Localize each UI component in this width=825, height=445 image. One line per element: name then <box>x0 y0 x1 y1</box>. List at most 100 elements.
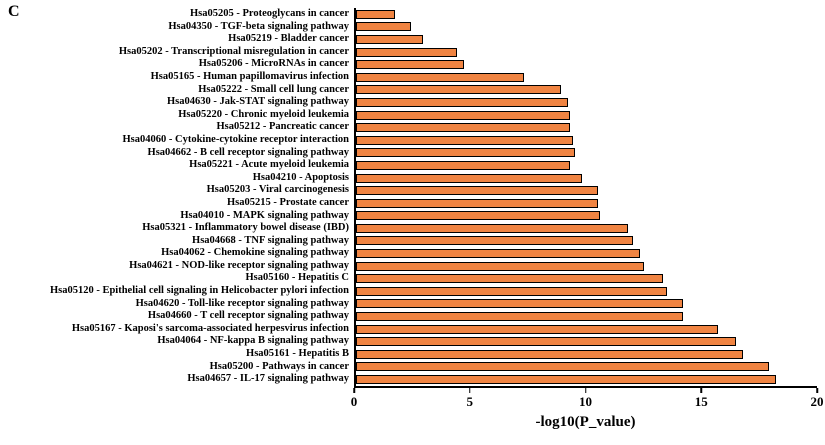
x-axis-ticks: 0 5 10 15 20 <box>350 387 824 410</box>
bar <box>356 9 396 19</box>
bar <box>356 362 769 372</box>
bar-slot <box>356 121 817 134</box>
bar-slot <box>356 84 817 97</box>
x-axis-title: -log10(P_value) <box>535 413 636 430</box>
bar-slot <box>356 46 817 59</box>
bar-slot <box>356 33 817 46</box>
bar <box>356 186 599 196</box>
category-label: Hsa04630 - Jak-STAT signaling pathway <box>166 96 349 108</box>
bar-slot <box>356 348 817 361</box>
category-label: Hsa04621 - NOD-like receptor signaling p… <box>129 259 349 271</box>
category-label: Hsa04662 - B cell receptor signaling pat… <box>147 146 349 158</box>
x-tick-mark <box>353 387 355 393</box>
category-label: Hsa05215 - Prostate cancer <box>227 196 349 208</box>
x-tick-mark <box>469 387 471 393</box>
bar <box>356 375 776 385</box>
category-label: Hsa04062 - Chemokine signaling pathway <box>161 247 349 259</box>
bar-slot <box>356 373 817 386</box>
bar <box>356 286 668 296</box>
category-labels-column: Hsa05205 - Proteoglycans in cancer Hsa043… <box>0 8 354 388</box>
bar-slot <box>356 247 817 260</box>
bar <box>356 223 628 233</box>
category-label: Hsa05167 - Kaposi's sarcoma-associated h… <box>71 322 349 334</box>
bar <box>356 312 684 322</box>
bar <box>356 22 412 32</box>
category-label: Hsa05220 - Chronic myeloid leukemia <box>178 108 349 120</box>
category-label: Hsa04350 - TGF-beta signaling pathway <box>168 20 349 32</box>
bar-slot <box>356 361 817 374</box>
bar-slot <box>356 96 817 109</box>
category-label: Hsa05161 - Hepatitis B <box>246 348 349 360</box>
category-label: Hsa04657 - IL-17 signaling pathway <box>187 373 349 385</box>
plot-area: Hsa05205 - Proteoglycans in cancer Hsa043… <box>0 8 817 388</box>
bar <box>356 211 601 221</box>
bar-slot <box>356 335 817 348</box>
x-tick-label: 0 <box>350 393 358 409</box>
bar <box>356 135 573 145</box>
bar <box>356 123 571 133</box>
bars-column <box>354 8 817 388</box>
category-label: Hsa05222 - Small cell lung cancer <box>198 83 349 95</box>
bar-chart: Hsa05205 - Proteoglycans in cancer Hsa043… <box>0 8 824 431</box>
category-label: Hsa04064 - NF-kappa B signaling pathway <box>157 335 349 347</box>
bar-slot <box>356 71 817 84</box>
bar-slot <box>356 109 817 122</box>
x-tick-mark <box>584 387 587 393</box>
category-label: Hsa04668 - TNF signaling pathway <box>192 234 349 246</box>
bar <box>356 60 465 70</box>
bar-slot <box>356 310 817 323</box>
x-tick-mark <box>816 387 818 393</box>
bar <box>356 110 571 120</box>
x-tick-label: 5 <box>466 393 474 409</box>
category-label: Hsa05202 - Transcriptional misregulation… <box>118 45 349 57</box>
panel-label: C <box>8 3 20 20</box>
bar <box>356 324 718 334</box>
x-axis-label-row: -log10(P_value) <box>0 410 817 431</box>
bar-slot <box>356 298 817 311</box>
category-label: Hsa05212 - Pancreatic cancer <box>216 121 349 133</box>
x-tick-label: 15 <box>694 393 708 409</box>
bar-slot <box>356 147 817 160</box>
category-label: Hsa05120 - Epithelial cell signaling in … <box>49 285 349 297</box>
bar <box>356 97 569 107</box>
bar-slot <box>356 235 817 248</box>
bar <box>356 249 640 259</box>
category-label: Hsa05200 - Pathways in cancer <box>209 360 349 372</box>
bar-slot <box>356 210 817 223</box>
bar <box>356 337 737 347</box>
x-axis: 0 5 10 15 20 <box>0 387 824 410</box>
category-label: Hsa04660 - T cell receptor signaling pat… <box>147 310 349 322</box>
category-label: Hsa04620 - Toll-like receptor signaling … <box>135 297 349 309</box>
bar-slot <box>356 172 817 185</box>
bar <box>356 34 423 44</box>
bar <box>356 85 562 95</box>
category-label: Hsa05160 - Hepatitis C <box>245 272 349 284</box>
x-axis-spacer <box>0 388 354 410</box>
bar-slot <box>356 159 817 172</box>
category-label: Hsa04060 - Cytokine-cytokine receptor in… <box>122 133 350 145</box>
category-label: Hsa05205 - Proteoglycans in cancer <box>189 8 349 19</box>
bar <box>356 148 575 158</box>
bar-slot <box>356 260 817 273</box>
bar-slot <box>356 134 817 147</box>
bar <box>356 299 684 309</box>
bar <box>356 173 582 183</box>
category-label: Hsa05321 - Inflammatory bowel disease (I… <box>142 222 349 234</box>
bar-slot <box>356 285 817 298</box>
bar-slot <box>356 8 817 21</box>
bar <box>356 198 599 208</box>
bar <box>356 160 571 170</box>
bar-slot <box>356 184 817 197</box>
bar <box>356 47 458 57</box>
x-axis-spacer <box>0 410 354 431</box>
category-label: Hsa04210 - Apoptosis <box>252 171 349 183</box>
bar <box>356 274 663 284</box>
bar-slot <box>356 272 817 285</box>
x-tick-label: 10 <box>579 393 592 409</box>
category-label: Hsa05221 - Acute myeloid leukemia <box>189 159 349 171</box>
bar-slot <box>356 21 817 34</box>
bar <box>356 72 525 82</box>
bar-slot <box>356 197 817 210</box>
bar-slot <box>356 58 817 71</box>
